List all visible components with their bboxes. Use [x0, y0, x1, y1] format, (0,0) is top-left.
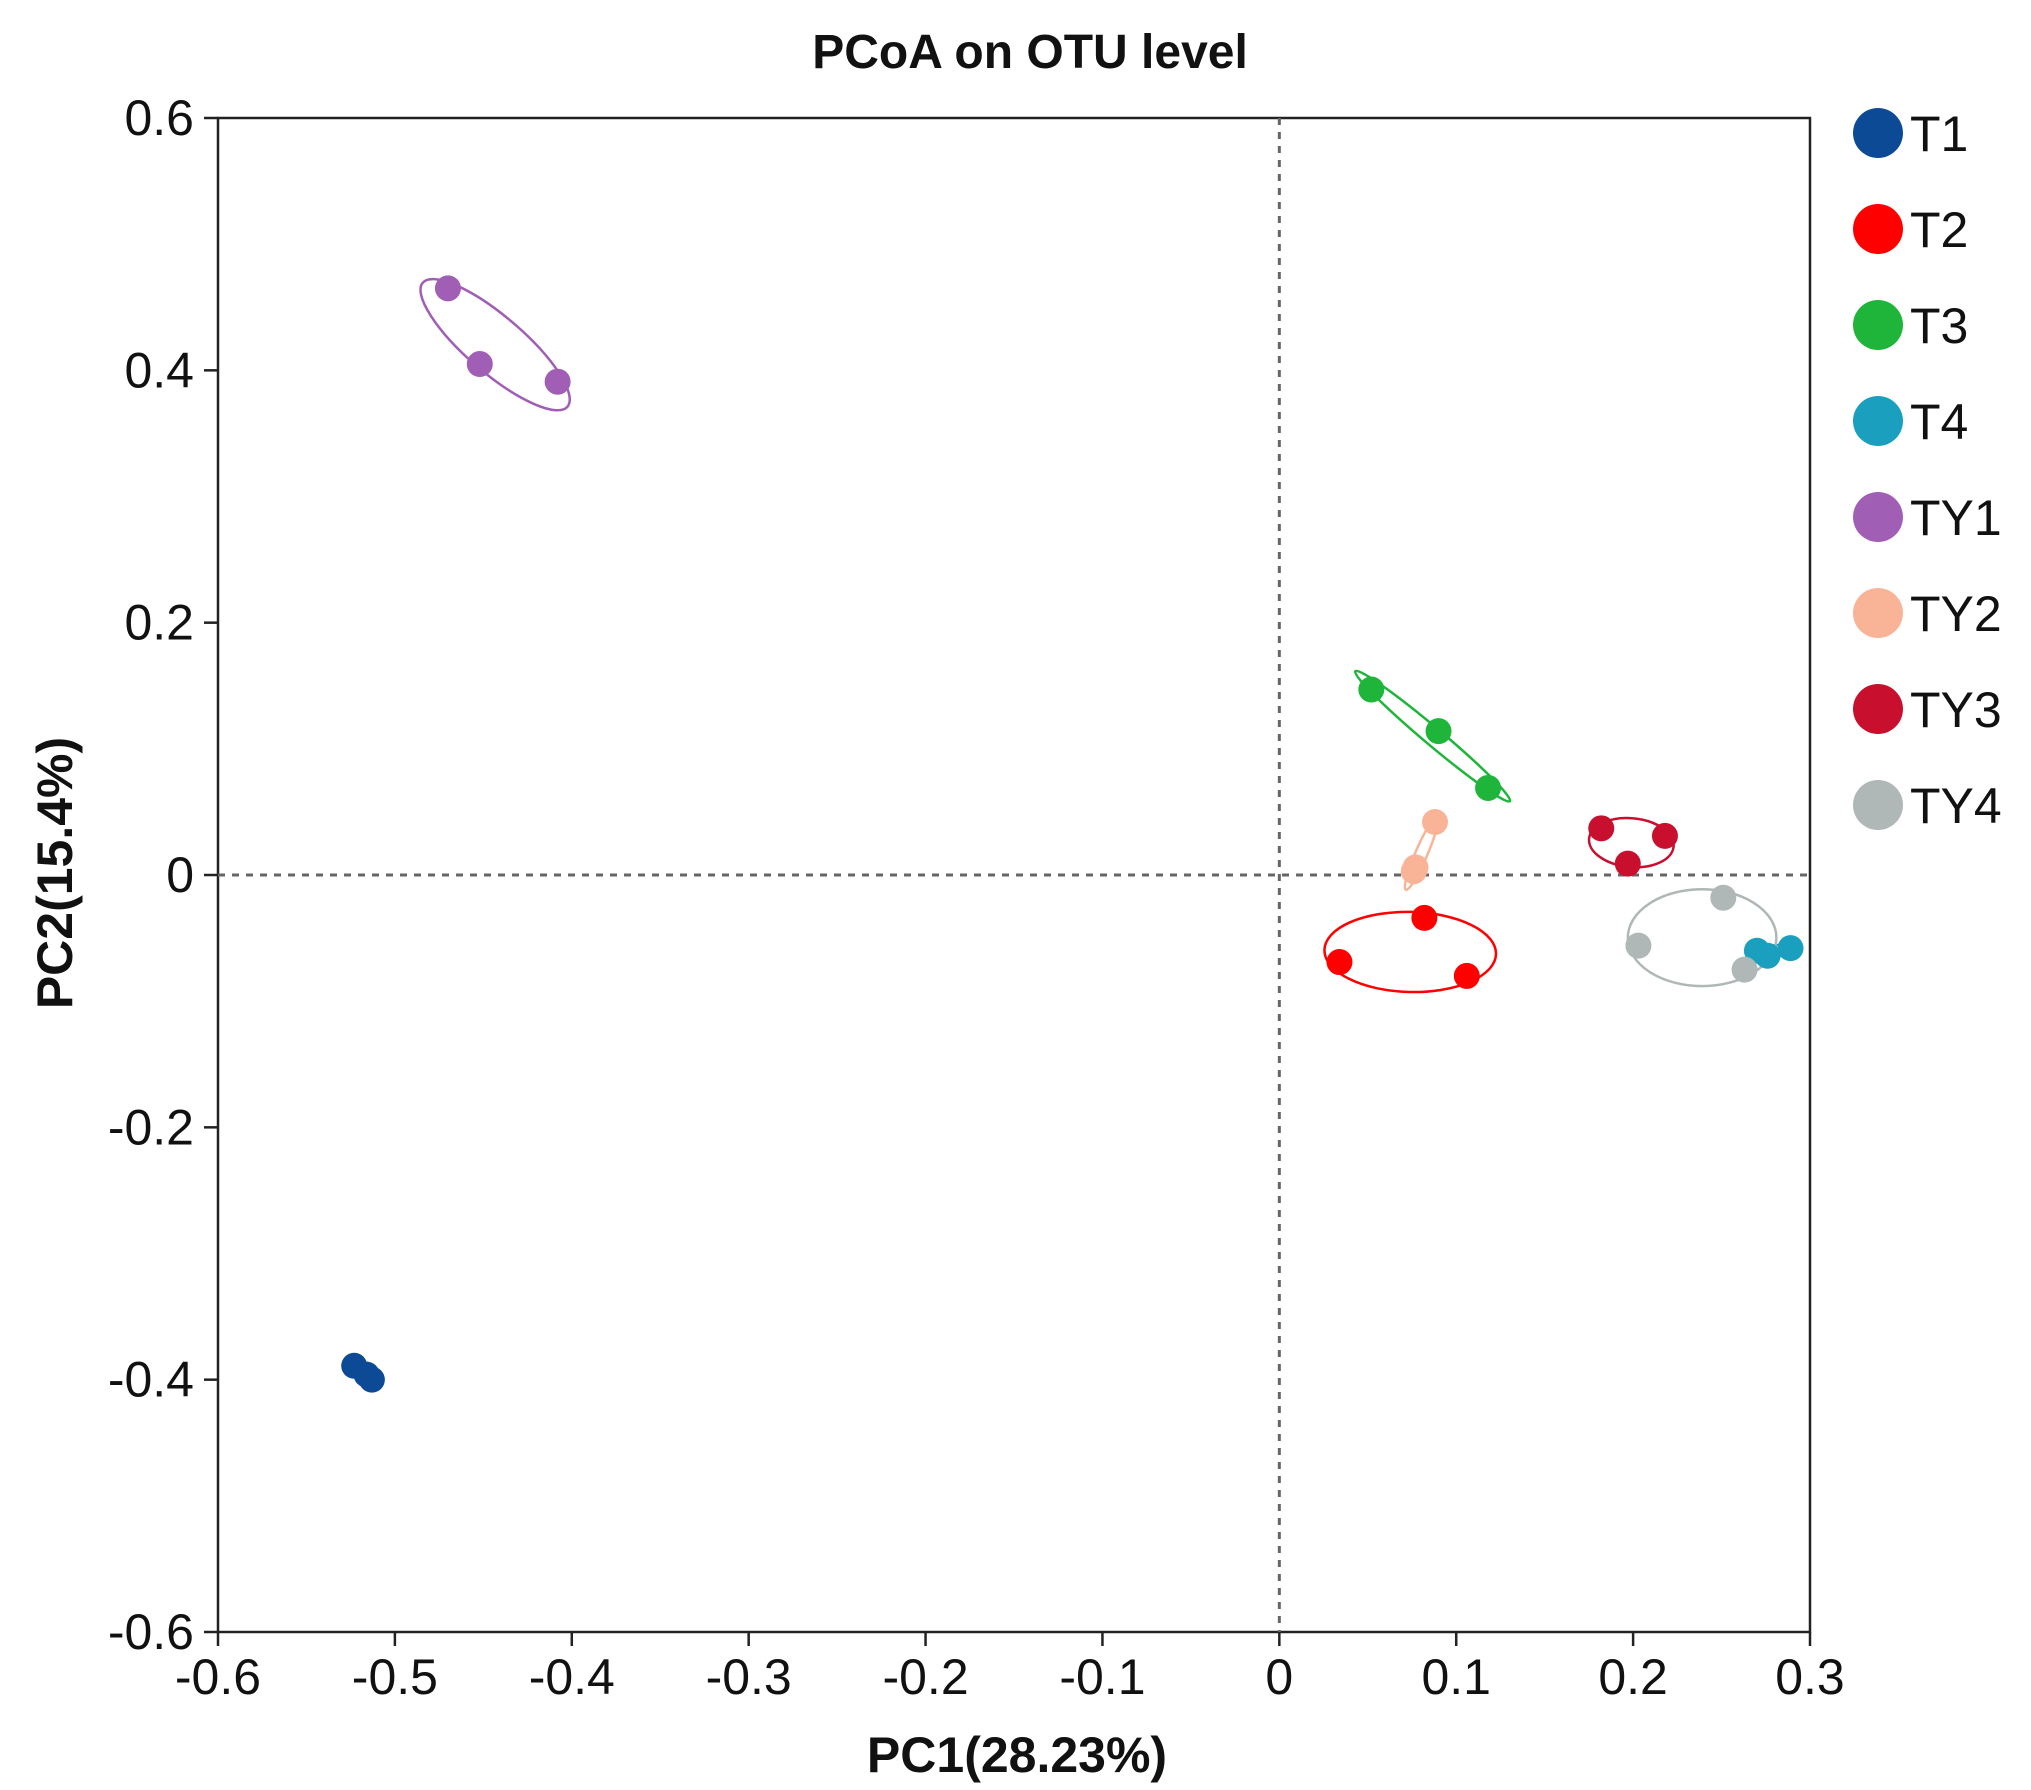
point-t3 [1425, 718, 1452, 745]
x-axis-ticks: -0.6 -0.5 -0.4 -0.3 -0.2 -0.1 0 0.1 0.2 0.3 [175, 1632, 1845, 1705]
point-ty2 [1402, 854, 1429, 881]
point-t2 [1411, 904, 1438, 931]
point-t2 [1326, 949, 1353, 976]
x-tick-label: -0.4 [529, 1649, 615, 1705]
legend-label-t3: T3 [1910, 298, 1968, 354]
legend-marker-t2 [1853, 204, 1903, 254]
x-tick-label: -0.1 [1059, 1649, 1145, 1705]
legend-label-ty4: TY4 [1910, 778, 2002, 834]
reference-lines [218, 118, 1810, 1632]
x-tick-label: 0.2 [1598, 1649, 1668, 1705]
legend: T1 T2 T3 T4 TY1 TY2 TY3 TY4 [1853, 106, 2002, 834]
ellipse-ty4 [1626, 887, 1778, 988]
x-tick-label: -0.2 [882, 1649, 968, 1705]
ellipse-t2 [1323, 910, 1498, 994]
legend-label-ty2: TY2 [1910, 586, 2002, 642]
legend-label-t4: T4 [1910, 394, 1968, 450]
y-tick-label: -0.2 [108, 1099, 194, 1155]
group-ellipses [350, 277, 1796, 1386]
ellipse-ty1 [419, 277, 572, 412]
legend-marker-ty3 [1853, 684, 1903, 734]
y-tick-label: 0.2 [124, 595, 194, 651]
point-t1 [353, 1361, 380, 1388]
legend-marker-t1 [1853, 108, 1903, 158]
y-tick-label: -0.6 [108, 1604, 194, 1660]
point-ty4 [1625, 932, 1652, 959]
y-tick-label: 0.6 [124, 90, 194, 146]
legend-marker-ty2 [1853, 588, 1903, 638]
point-ty3 [1588, 815, 1615, 842]
x-tick-label: -0.5 [352, 1649, 438, 1705]
legend-marker-ty4 [1853, 780, 1903, 830]
x-tick-label: 0.1 [1421, 1649, 1491, 1705]
legend-label-t2: T2 [1910, 202, 1968, 258]
point-ty1 [434, 275, 461, 302]
chart-title: PCoA on OTU level [812, 26, 1248, 79]
point-ty1 [544, 368, 571, 395]
x-tick-label: -0.6 [175, 1649, 261, 1705]
legend-marker-t3 [1853, 300, 1903, 350]
data-points [341, 275, 1804, 1393]
y-axis-label: PC2(15.4%) [27, 737, 83, 1009]
legend-label-ty3: TY3 [1910, 682, 2002, 738]
point-t3 [1358, 676, 1385, 703]
point-t4 [1777, 935, 1804, 962]
legend-marker-t4 [1853, 396, 1903, 446]
legend-label-ty1: TY1 [1910, 490, 2002, 546]
x-tick-label: 0.3 [1775, 1649, 1845, 1705]
point-t3 [1475, 774, 1502, 801]
point-ty4 [1710, 884, 1737, 911]
legend-marker-ty1 [1853, 492, 1903, 542]
y-tick-label: -0.4 [108, 1352, 194, 1408]
point-ty1 [466, 351, 493, 378]
point-ty4 [1731, 956, 1758, 983]
legend-label-t1: T1 [1910, 106, 1968, 162]
y-tick-label: 0.4 [124, 342, 194, 398]
x-axis-label: PC1(28.23%) [867, 1727, 1167, 1783]
point-t4 [1754, 942, 1781, 969]
point-ty2 [1421, 809, 1448, 836]
point-t2 [1453, 962, 1480, 989]
point-ty3 [1614, 850, 1641, 877]
point-ty3 [1651, 822, 1678, 849]
x-tick-label: -0.3 [706, 1649, 792, 1705]
y-tick-label: 0 [166, 847, 194, 903]
x-tick-label: 0 [1265, 1649, 1293, 1705]
y-axis-ticks: 0.6 0.4 0.2 0 -0.2 -0.4 -0.6 [108, 90, 218, 1660]
